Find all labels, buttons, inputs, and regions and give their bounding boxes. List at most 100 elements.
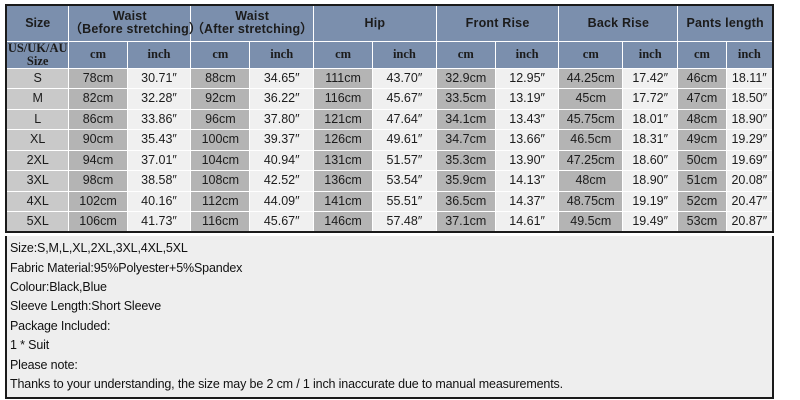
description-line: Colour:Black,Blue — [10, 280, 107, 295]
description-line: Fabric Material:95%Polyester+5%Spandex — [10, 260, 243, 275]
table-cell: 51cm — [677, 170, 727, 192]
table-cell: 19.49″ — [622, 211, 679, 233]
table-cell: 48cm — [558, 170, 624, 192]
table-cell: 13.19″ — [494, 88, 560, 110]
table-row: M 82cm 32.28″ 92cm 36.22″ 116cm 45.67″ 33.5cm 13… — [5, 88, 774, 110]
table-cell: 19.69″ — [725, 149, 774, 172]
front-rise-group: Front Rise — [435, 4, 560, 42]
table-row: 3XL 98cm 38.58″ 108cm 42.52″ 136cm 53.54″ 35.9c… — [5, 170, 774, 192]
row-size-label: 5XL — [5, 211, 70, 233]
table-cell: 96cm — [190, 108, 251, 131]
waist-before-group-sublabel: （Before stretching） — [69, 22, 202, 37]
waist-after-group-sublabel: （After stretching） — [191, 22, 314, 37]
table-cell: 78cm — [68, 67, 128, 90]
table-cell: 50cm — [677, 149, 727, 172]
table-cell: 13.66″ — [494, 129, 560, 151]
table-cell: 51.57″ — [372, 149, 437, 172]
row-size-label: S — [5, 67, 70, 90]
table-row: L 86cm 33.86″ 96cm 37.80″ 121cm 47.64″ 34.1cm 13… — [5, 108, 774, 131]
table-cell: 33.86″ — [126, 108, 192, 131]
table-cell: 20.87″ — [725, 211, 774, 233]
table-header-group-row: Size Waist （Before stretching） Waist （After … — [5, 4, 774, 42]
row-size-label: L — [5, 108, 70, 131]
table-cell: 49.5cm — [558, 211, 624, 233]
table-cell: 32.28″ — [126, 88, 192, 110]
table-cell: 14.13″ — [494, 170, 560, 192]
row-size-label: XL — [5, 129, 70, 151]
hip-group-label: Hip — [364, 15, 386, 30]
table-cell: 52cm — [677, 190, 727, 213]
description-line: Package Included: — [10, 318, 111, 333]
table-cell: 48.75cm — [558, 190, 624, 213]
pants-length-group-label: Pants length — [686, 15, 764, 30]
table-cell: 17.72″ — [622, 88, 679, 110]
table-cell: 104cm — [190, 149, 251, 172]
waist-after-group-label: Waist — [235, 9, 270, 24]
table-cell: 90cm — [68, 129, 128, 151]
table-cell: 102cm — [68, 190, 128, 213]
table-cell: 18.60″ — [622, 149, 679, 172]
table-cell: 20.47″ — [725, 190, 774, 213]
table-cell: 45.67″ — [372, 88, 437, 110]
table-cell: 14.37″ — [494, 190, 560, 213]
pants-length-group: Pants length — [677, 4, 774, 42]
table-row: 2XL 94cm 37.01″ 104cm 40.94″ 131cm 51.57″ 35.3c… — [5, 149, 774, 172]
size-header-line1: US/UK/AU — [7, 40, 68, 55]
table-cell: 47cm — [677, 88, 727, 110]
table-row: 4XL 102cm 40.16″ 112cm 44.09″ 141cm 55.51″ 36.5… — [5, 190, 774, 213]
hip-group: Hip — [313, 4, 437, 42]
table-cell: 131cm — [313, 149, 374, 172]
table-cell: 55.51″ — [372, 190, 437, 213]
table-cell: 40.16″ — [126, 190, 192, 213]
size-column-header: Size — [25, 15, 51, 30]
table-cell: 136cm — [313, 170, 374, 192]
table-cell: 39.37″ — [249, 129, 315, 151]
table-cell: 19.29″ — [725, 129, 774, 151]
row-size-label: 4XL — [5, 190, 70, 213]
table-cell: 36.22″ — [249, 88, 315, 110]
table-cell: 108cm — [190, 170, 251, 192]
table-cell: 121cm — [313, 108, 374, 131]
table-header-unit-row: US/UK/AU Size cm inch cm inch cm inch cm inch cm in… — [5, 40, 774, 69]
waist-before-group: Waist （Before stretching） — [68, 4, 202, 42]
size-header-line2: Size — [26, 53, 49, 68]
table-cell: 37.1cm — [435, 211, 496, 233]
unit-header-cm-5: cm — [558, 40, 624, 69]
front-rise-group-label: Front Rise — [465, 15, 530, 30]
table-cell: 47.25cm — [558, 149, 624, 172]
table-cell: 18.31″ — [622, 129, 679, 151]
description-line: Thanks to your understanding, the size m… — [10, 377, 563, 392]
unit-header-inch-4: inch — [494, 40, 560, 69]
unit-header-cm-4: cm — [435, 40, 496, 69]
table-cell: 13.43″ — [494, 108, 560, 131]
table-cell: 34.7cm — [435, 129, 496, 151]
table-cell: 82cm — [68, 88, 128, 110]
table-cell: 13.90″ — [494, 149, 560, 172]
table-cell: 44.25cm — [558, 67, 624, 90]
table-cell: 18.01″ — [622, 108, 679, 131]
table-cell: 49.61″ — [372, 129, 437, 151]
product-description: Size:S,M,L,XL,2XL,3XL,4XL,5XL Fabric Mate… — [5, 236, 774, 399]
table-cell: 141cm — [313, 190, 374, 213]
table-cell: 46.5cm — [558, 129, 624, 151]
waist-before-group-label: Waist — [112, 9, 147, 24]
back-rise-group: Back Rise — [558, 4, 679, 42]
table-row: S 78cm 30.71″ 88cm 34.65″ 111cm 43.70″ 32.9cm 12… — [5, 67, 774, 90]
table-cell: 126cm — [313, 129, 374, 151]
table-cell: 45cm — [558, 88, 624, 110]
table-cell: 42.52″ — [249, 170, 315, 192]
table-cell: 46cm — [677, 67, 727, 90]
table-cell: 35.3cm — [435, 149, 496, 172]
table-cell: 12.95″ — [494, 67, 560, 90]
table-cell: 116cm — [190, 211, 251, 233]
table-cell: 48cm — [677, 108, 727, 131]
unit-header-inch-3: inch — [372, 40, 437, 69]
table-cell: 35.9cm — [435, 170, 496, 192]
table-cell: 106cm — [68, 211, 128, 233]
table-cell: 98cm — [68, 170, 128, 192]
table-cell: 33.5cm — [435, 88, 496, 110]
table-cell: 41.73″ — [126, 211, 192, 233]
table-cell: 116cm — [313, 88, 374, 110]
table-cell: 47.64″ — [372, 108, 437, 131]
